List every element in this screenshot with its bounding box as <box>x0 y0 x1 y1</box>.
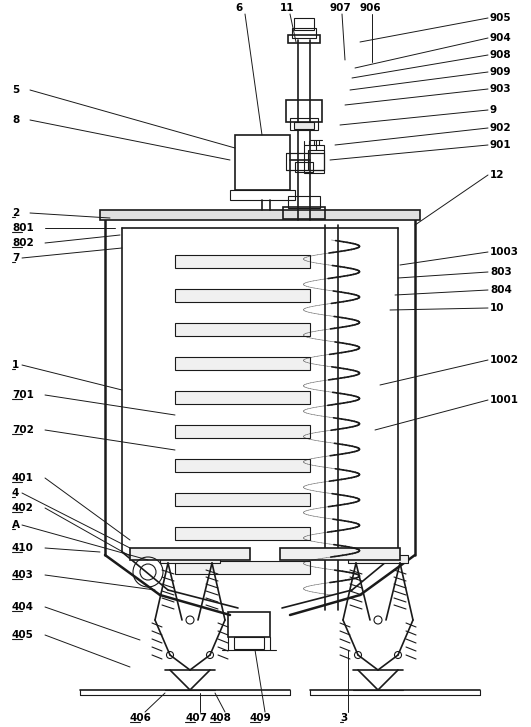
Bar <box>230 190 295 200</box>
Text: 907: 907 <box>330 3 352 13</box>
Bar <box>175 255 310 268</box>
Bar <box>292 28 316 38</box>
Text: 10: 10 <box>490 303 504 313</box>
Bar <box>286 100 322 122</box>
Text: 803: 803 <box>490 267 512 277</box>
Bar <box>175 527 310 540</box>
Bar <box>294 122 314 129</box>
Text: 406: 406 <box>130 713 152 723</box>
Text: 909: 909 <box>490 67 511 77</box>
Bar <box>160 555 220 563</box>
Bar <box>286 153 324 170</box>
Bar <box>175 391 310 404</box>
Bar <box>100 210 420 220</box>
Bar <box>234 637 264 649</box>
Text: 1002: 1002 <box>490 355 519 365</box>
Text: 409: 409 <box>250 713 272 723</box>
Text: 901: 901 <box>490 140 512 150</box>
Text: 7: 7 <box>12 253 19 263</box>
Bar <box>235 135 290 190</box>
Bar <box>288 35 320 43</box>
Bar <box>308 150 324 170</box>
Text: 11: 11 <box>280 3 295 13</box>
Text: 12: 12 <box>490 170 504 180</box>
Text: 6: 6 <box>235 3 242 13</box>
Text: 1003: 1003 <box>490 247 519 257</box>
Text: 4: 4 <box>12 488 19 498</box>
Text: A: A <box>12 520 20 530</box>
Bar <box>175 323 310 336</box>
Text: 410: 410 <box>12 543 34 553</box>
Bar <box>288 196 320 208</box>
Bar <box>290 118 318 130</box>
Text: 407: 407 <box>185 713 207 723</box>
Text: 904: 904 <box>490 33 512 43</box>
Bar <box>304 145 324 173</box>
Text: 908: 908 <box>490 50 512 60</box>
Text: 403: 403 <box>12 570 34 580</box>
Text: 5: 5 <box>12 85 19 95</box>
Text: 903: 903 <box>490 84 512 94</box>
Text: 801: 801 <box>12 223 34 233</box>
Bar <box>175 493 310 506</box>
Text: 402: 402 <box>12 503 34 513</box>
Text: 702: 702 <box>12 425 34 435</box>
Text: 404: 404 <box>12 602 34 612</box>
Text: 408: 408 <box>210 713 232 723</box>
Text: 802: 802 <box>12 238 34 248</box>
Text: 401: 401 <box>12 473 34 483</box>
Bar <box>283 207 325 219</box>
Bar <box>175 289 310 302</box>
Bar <box>295 162 313 172</box>
Text: 701: 701 <box>12 390 34 400</box>
Bar <box>294 18 314 30</box>
Text: 3: 3 <box>340 713 347 723</box>
Bar <box>348 555 408 563</box>
Bar <box>175 561 310 574</box>
Bar <box>280 548 400 560</box>
Text: 9: 9 <box>490 105 497 115</box>
Bar <box>228 612 270 637</box>
Text: 906: 906 <box>360 3 382 13</box>
Bar <box>130 548 250 560</box>
Bar <box>175 425 310 438</box>
Text: 405: 405 <box>12 630 34 640</box>
Text: 1: 1 <box>12 360 19 370</box>
Text: 1001: 1001 <box>490 395 519 405</box>
Text: 905: 905 <box>490 13 512 23</box>
Bar <box>175 357 310 370</box>
Text: 902: 902 <box>490 123 512 133</box>
Text: 804: 804 <box>490 285 512 295</box>
Bar <box>175 459 310 472</box>
Text: 2: 2 <box>12 208 19 218</box>
Text: 8: 8 <box>12 115 19 125</box>
